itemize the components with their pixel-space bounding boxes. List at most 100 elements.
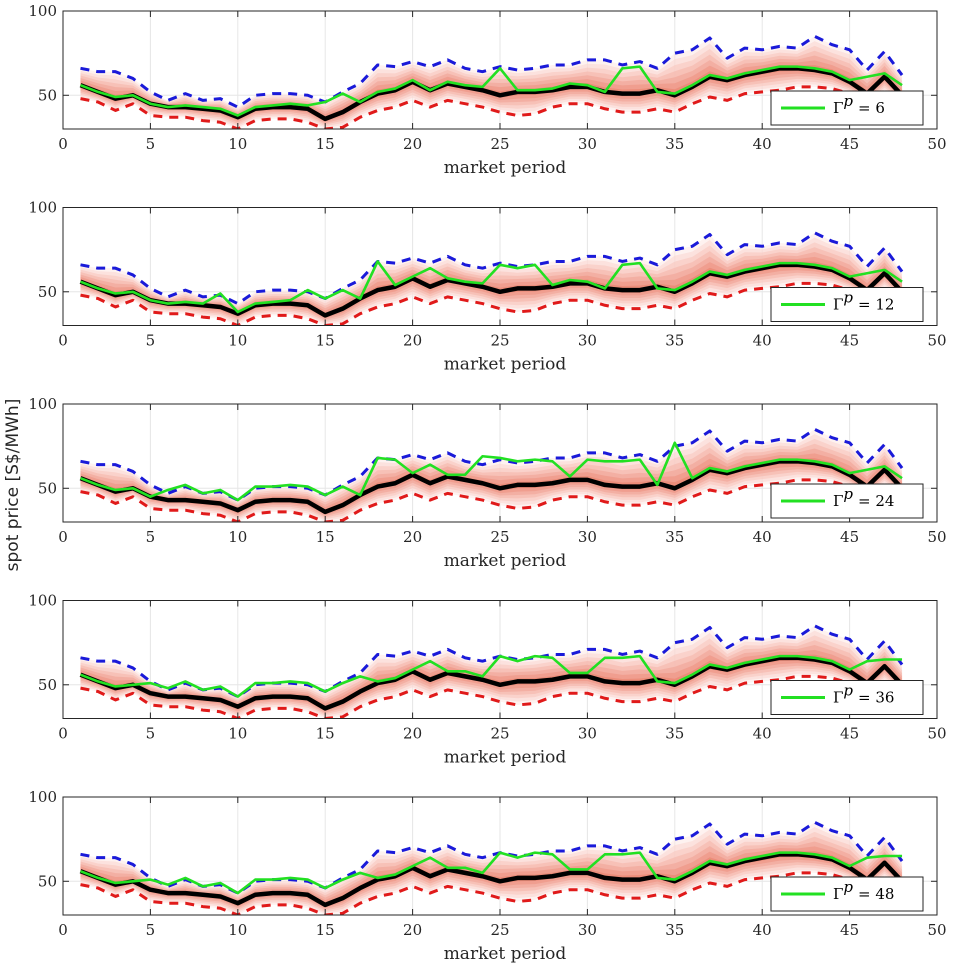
median-line — [79, 655, 904, 711]
x-tick-label: 20 — [403, 332, 422, 350]
x-tick-label: 45 — [840, 921, 859, 939]
x-tick-label: 15 — [316, 921, 335, 939]
x-tick-label: 50 — [927, 332, 946, 350]
panel-1: 0 5 10 15 20 25 30 35 40 45 50 50 100 market period Γp… — [28, 2, 946, 178]
y-axis-label: spot price [S$/MWh] — [3, 399, 23, 572]
x-tick-label: 30 — [578, 332, 597, 350]
y-tick-label: 100 — [28, 199, 57, 217]
legend: Γp = 36 — [770, 680, 924, 715]
scenario-line — [80, 851, 903, 895]
lower-bound-line — [80, 478, 903, 522]
x-tick-label: 5 — [146, 921, 156, 939]
x-tick-label: 25 — [490, 135, 509, 153]
median-line — [79, 852, 904, 908]
x-tick-label: 5 — [146, 528, 156, 546]
x-axis-label: market period — [444, 551, 567, 571]
scenario-line — [80, 260, 903, 314]
lower-bound-line — [80, 871, 903, 915]
y-tick-label: 50 — [38, 676, 57, 694]
legend-label: Γp = 12 — [833, 289, 894, 314]
panel-5: 0 5 10 15 20 25 30 35 40 45 50 50 100 market period Γp… — [28, 788, 946, 964]
lower-bound-line — [80, 281, 903, 326]
scenario-line — [80, 654, 903, 698]
median-line — [79, 459, 904, 515]
panel-2: 0 5 10 15 20 25 30 35 40 45 50 50 100 market period Γp… — [28, 199, 946, 375]
x-tick-label: 5 — [146, 332, 156, 350]
x-tick-label: 40 — [753, 921, 772, 939]
legend-label: Γp = 6 — [833, 92, 885, 117]
plot-area — [79, 624, 904, 719]
x-tick-label: 20 — [403, 921, 422, 939]
x-tick-label: 0 — [58, 528, 68, 546]
x-axis-label: market period — [444, 944, 567, 964]
x-tick-label: 50 — [927, 528, 946, 546]
x-tick-label: 50 — [927, 135, 946, 153]
panel-3: 0 5 10 15 20 25 30 35 40 45 50 50 100 market period Γp… — [28, 395, 946, 571]
x-tick-label: 5 — [146, 135, 156, 153]
y-tick-label: 100 — [28, 2, 57, 20]
x-tick-label: 50 — [927, 725, 946, 743]
x-tick-label: 45 — [840, 725, 859, 743]
plot-area — [79, 820, 904, 915]
legend-box — [770, 483, 924, 519]
legend: Γp = 48 — [770, 876, 924, 912]
x-tick-label: 25 — [490, 921, 509, 939]
lower-bound-line — [80, 674, 903, 719]
x-tick-label: 45 — [840, 332, 859, 350]
x-tick-label: 5 — [146, 725, 156, 743]
upper-bound-line — [80, 427, 904, 502]
x-tick-label: 35 — [665, 725, 684, 743]
y-tick-label: 50 — [38, 479, 57, 497]
x-tick-label: 40 — [753, 528, 772, 546]
legend-label: Γp = 36 — [833, 682, 894, 707]
lower-bound-line — [80, 85, 903, 129]
median-line — [79, 66, 904, 122]
x-tick-label: 10 — [228, 921, 247, 939]
legend: Γp = 6 — [770, 90, 924, 126]
upper-bound-line — [80, 820, 904, 895]
x-tick-label: 25 — [490, 725, 509, 743]
legend: Γp = 24 — [770, 483, 924, 519]
x-tick-label: 10 — [228, 135, 247, 153]
scenario-line — [80, 65, 903, 117]
y-tick-label: 100 — [28, 788, 57, 806]
x-axis-label: market period — [444, 748, 567, 768]
legend-label: Γp = 24 — [833, 485, 894, 510]
scenario-line — [80, 441, 903, 502]
x-tick-label: 15 — [316, 528, 335, 546]
x-tick-label: 0 — [58, 921, 68, 939]
y-tick-label: 100 — [28, 395, 57, 413]
plot-area — [79, 34, 904, 129]
x-tick-label: 10 — [228, 725, 247, 743]
y-tick-label: 100 — [28, 592, 57, 610]
x-tick-label: 0 — [58, 332, 68, 350]
x-tick-label: 35 — [665, 135, 684, 153]
plot-area — [79, 231, 904, 326]
panel-4: 0 5 10 15 20 25 30 35 40 45 50 50 100 market period Γp… — [28, 592, 946, 768]
x-tick-label: 20 — [403, 135, 422, 153]
y-tick-label: 50 — [38, 872, 57, 890]
upper-bound-line — [80, 34, 904, 109]
upper-bound-line — [80, 624, 904, 699]
x-tick-label: 40 — [753, 725, 772, 743]
plot-area — [79, 427, 904, 522]
x-tick-label: 15 — [316, 135, 335, 153]
x-tick-label: 35 — [665, 528, 684, 546]
x-tick-label: 50 — [927, 921, 946, 939]
x-tick-label: 15 — [316, 725, 335, 743]
x-tick-label: 45 — [840, 528, 859, 546]
x-tick-label: 10 — [228, 332, 247, 350]
x-tick-label: 15 — [316, 332, 335, 350]
x-tick-label: 45 — [840, 135, 859, 153]
x-tick-label: 30 — [578, 921, 597, 939]
x-tick-label: 20 — [403, 725, 422, 743]
x-tick-label: 30 — [578, 725, 597, 743]
x-axis-label: market period — [444, 355, 567, 375]
legend: Γp = 12 — [770, 287, 924, 322]
x-tick-label: 0 — [58, 725, 68, 743]
x-tick-label: 10 — [228, 528, 247, 546]
median-line — [79, 262, 904, 318]
y-tick-label: 50 — [38, 86, 57, 104]
